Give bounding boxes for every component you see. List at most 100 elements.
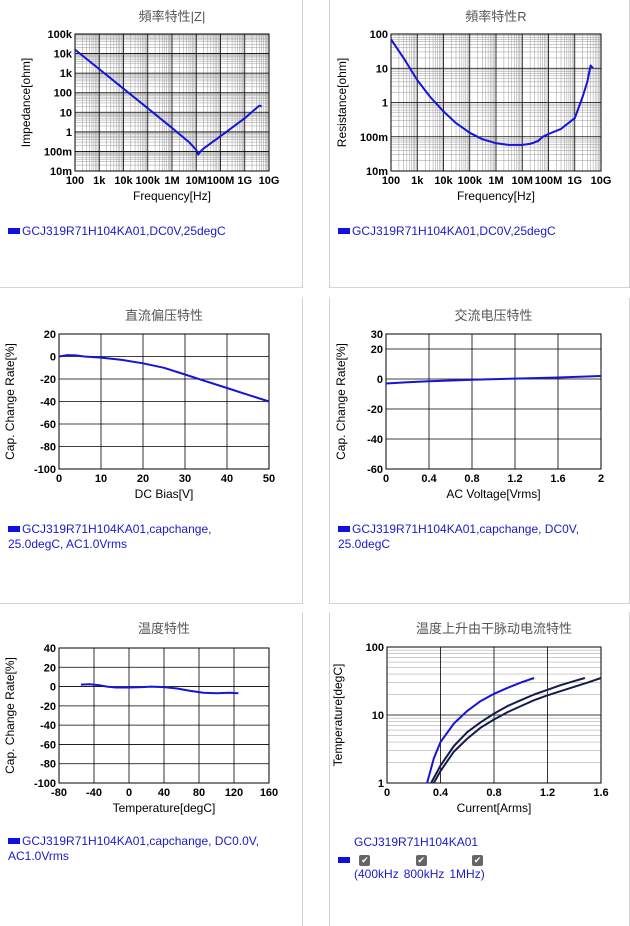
checkbox-label-1mhz: 1MHz [449, 867, 481, 881]
legend-swatch-icon [8, 525, 20, 532]
legend-swatch-icon [338, 227, 350, 234]
legend-impedance[interactable]: GCJ319R71H104KA01,DC0V,25degC [8, 223, 226, 238]
y-tick-label: 0 [50, 682, 56, 694]
y-tick-label: 10 [376, 63, 388, 75]
x-tick-label: 40 [158, 787, 170, 799]
series-line-0 [58, 354, 270, 403]
grid [390, 33, 602, 172]
chart-title: 直流偏压特性 [125, 308, 203, 323]
checkbox-checked-icon[interactable]: ✔ [359, 855, 371, 866]
x-tick-label: 1G [237, 175, 252, 187]
legend-label-line1: GCJ319R71H104KA01,capchange, DC0.0V, [22, 833, 260, 848]
checkbox-checked-icon[interactable]: ✔ [415, 855, 427, 866]
x-tick-label: 1.2 [540, 787, 555, 799]
x-axis-label: DC Bias[V] [135, 487, 194, 501]
y-tick-label: -60 [40, 419, 56, 431]
x-tick-label: 0 [56, 473, 62, 485]
y-tick-label: -80 [40, 759, 56, 771]
series-line-0 [80, 683, 239, 695]
y-tick-label: 1k [60, 68, 73, 80]
x-tick-label: 100k [136, 175, 161, 187]
grid [58, 647, 270, 784]
y-tick-label: 0 [50, 352, 56, 364]
panel-temperature: 温度特性 -80 -40 0 40 80 120 160 -100 -80 -60 -40 -20 0 20… [0, 612, 303, 926]
x-tick-label: 2 [598, 473, 604, 485]
y-tick-label: 100 [370, 29, 388, 41]
chart-title: 頻率特性|Z| [139, 9, 206, 24]
plot-frame [58, 647, 270, 784]
legend-temperature[interactable]: GCJ319R71H104KA01,capchange, DC0.0V, AC1… [8, 833, 259, 863]
x-tick-label: 1G [567, 175, 582, 187]
series-line-0 [74, 48, 263, 156]
chart-acvoltage: 交流电压特性 0 0.4 0.8 1.2 1.6 2 -60 -40 -20 0 20 30 AC Vol… [334, 308, 604, 501]
y-tick-label: -40 [40, 397, 56, 409]
x-tick-label: 0.8 [464, 473, 479, 485]
grid [74, 33, 270, 172]
x-tick-label: 0.4 [433, 787, 449, 799]
x-tick-label: 160 [260, 787, 278, 799]
grid [58, 333, 270, 470]
checkbox-checked-icon[interactable]: ✔ [472, 855, 484, 866]
legend-label-line2: 25.0degC [338, 536, 391, 551]
y-tick-label: 1 [66, 127, 72, 139]
paren-open: ( [354, 867, 358, 881]
legend-dcbias[interactable]: GCJ319R71H104KA01,capchange, 25.0degC, A… [8, 521, 211, 551]
y-tick-label: -40 [40, 720, 56, 732]
x-tick-label: -80 [51, 787, 67, 799]
panel-dcbias: 直流偏压特性 0 10 20 30 40 50 -100 -80 -60 -40 -20 0 20 DC B… [0, 298, 303, 604]
y-tick-label: 10k [54, 49, 73, 61]
panel-resistance: 頻率特性R 100 1k 10k 100k 1M 10M 100M 1G 10G 10m 100m 1 1… [329, 0, 630, 288]
x-tick-label: 1k [411, 175, 424, 187]
x-tick-label: 20 [137, 473, 149, 485]
x-tick-label: 10k [114, 175, 133, 187]
checkbox-label-400khz: 400kHz [358, 867, 399, 881]
series-line-2 [432, 677, 602, 784]
y-tick-label: 20 [44, 329, 56, 341]
x-tick-label: 1.2 [507, 473, 522, 485]
y-tick-label: 100 [54, 88, 72, 100]
x-axis-label: Frequency[Hz] [457, 189, 535, 203]
y-tick-label: -100 [34, 778, 56, 790]
legend-label: GCJ319R71H104KA01,DC0V,25degC [22, 223, 226, 238]
y-axis-label: Cap. Change Rate[%] [334, 343, 348, 460]
y-tick-label: -100 [34, 464, 56, 476]
legend-acvoltage[interactable]: GCJ319R71H104KA01,capchange, DC0V, 25.0d… [338, 521, 579, 551]
x-tick-label: 30 [179, 473, 191, 485]
x-tick-label: 10G [591, 175, 612, 187]
x-tick-label: 50 [263, 473, 275, 485]
y-tick-label: -60 [367, 464, 383, 476]
chart-resistance: 頻率特性R 100 1k 10k 100k 1M 10M 100M 1G 10G 10m 100m 1 1… [335, 9, 612, 203]
legend-label: GCJ319R71H104KA01,DC0V,25degC [352, 223, 556, 238]
x-tick-label: 100 [66, 175, 84, 187]
x-tick-label: 0 [384, 787, 390, 799]
y-tick-label: -20 [367, 404, 383, 416]
x-axis-label: Temperature[degC] [113, 801, 216, 815]
legend-ripple: GCJ319R71H104KA01 [354, 834, 478, 849]
x-tick-label: 120 [225, 787, 243, 799]
legend-label-line2: 25.0degC, AC1.0Vrms [8, 536, 127, 551]
x-tick-label: 80 [193, 787, 205, 799]
legend-swatch-icon [8, 837, 20, 844]
legend-checkbox-labels: (400kHz 800kHz 1MHz) [354, 867, 485, 881]
plot-frame [74, 33, 270, 172]
x-tick-label: 1.6 [593, 787, 608, 799]
grid [385, 333, 602, 470]
chart-ripple: 温度上升由干脉动电流特性 0 0.4 0.8 1.2 1.6 1 10 100 Current[A… [331, 621, 609, 815]
y-tick-label: 30 [371, 329, 383, 341]
x-axis-label: AC Voltage[Vrms] [446, 487, 540, 501]
x-tick-label: 0 [383, 473, 389, 485]
legend-resistance[interactable]: GCJ319R71H104KA01,DC0V,25degC [338, 223, 556, 238]
plot-frame [390, 33, 602, 172]
y-axis-label: Resistance[ohm] [335, 58, 349, 147]
panel-acvoltage: 交流电压特性 0 0.4 0.8 1.2 1.6 2 -60 -40 -20 0 20 30 AC Vol… [329, 298, 630, 604]
series-line-0 [390, 38, 594, 146]
x-tick-label: 10G [259, 175, 280, 187]
y-tick-label: 10m [50, 166, 72, 178]
x-tick-label: 100M [535, 175, 563, 187]
x-tick-label: 40 [221, 473, 233, 485]
y-axis-label: Temperature[degC] [331, 664, 345, 767]
x-tick-label: 100 [382, 175, 400, 187]
x-tick-label: 1.6 [550, 473, 565, 485]
x-tick-label: 10M [512, 175, 533, 187]
x-tick-label: 1k [93, 175, 106, 187]
